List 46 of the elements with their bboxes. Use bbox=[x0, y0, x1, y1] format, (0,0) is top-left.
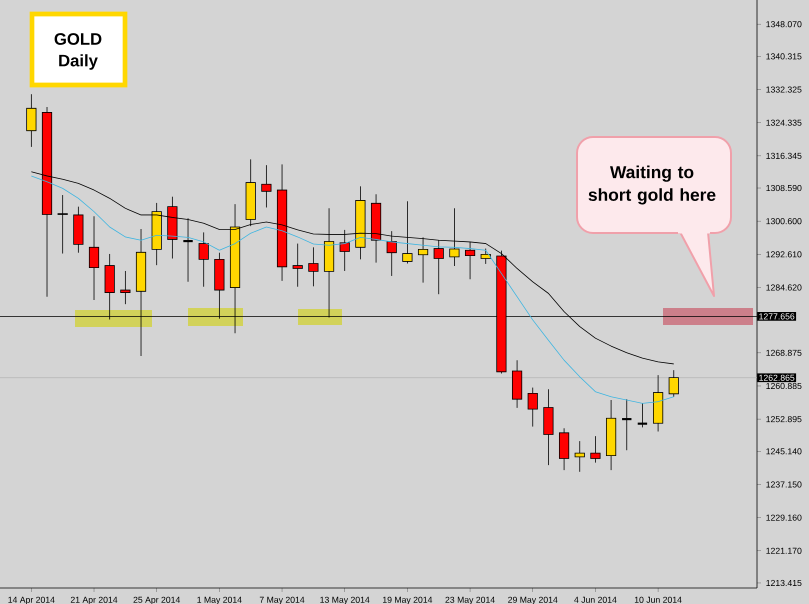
candlestick bbox=[574, 440, 585, 472]
ref-line-label: 1277.656 bbox=[759, 313, 794, 320]
text: Daily bbox=[59, 54, 98, 70]
y-tick-label: 1213.415 bbox=[766, 580, 802, 586]
candlestick bbox=[434, 240, 444, 295]
candlestick bbox=[449, 208, 460, 266]
y-tick-label: 1252.895 bbox=[766, 416, 802, 422]
candlestick bbox=[88, 216, 100, 300]
y-tick-label: 1332.325 bbox=[766, 86, 802, 93]
candlestick bbox=[340, 229, 350, 272]
candlestick bbox=[386, 230, 397, 276]
y-tick-label: 1292.610 bbox=[766, 251, 802, 258]
x-tick-label: 10 Jun 2014 bbox=[634, 596, 682, 603]
candlestick bbox=[198, 232, 209, 288]
candlestick bbox=[308, 246, 318, 287]
y-tick-label: 1316.345 bbox=[766, 152, 802, 159]
y-tick-label: 1348.070 bbox=[766, 21, 802, 28]
candlestick bbox=[292, 243, 303, 288]
y-tick-label: 1221.170 bbox=[766, 548, 802, 554]
candlestick bbox=[590, 436, 601, 464]
candlestick bbox=[58, 194, 68, 254]
ref-line-label: 1262.865 bbox=[759, 374, 794, 381]
candlestick bbox=[464, 242, 476, 280]
y-tick-label: 1245.140 bbox=[766, 448, 802, 454]
candlestick bbox=[261, 164, 272, 208]
y-tick-label: 1260.885 bbox=[766, 382, 802, 390]
candlestick bbox=[636, 402, 648, 428]
y-tick-label: 1237.150 bbox=[766, 481, 802, 488]
y-tick-label: 1340.315 bbox=[766, 53, 802, 60]
candlestick bbox=[668, 370, 679, 398]
candlestick bbox=[418, 236, 428, 283]
candlestick bbox=[480, 248, 491, 264]
candlestick bbox=[26, 94, 36, 148]
candlestick bbox=[402, 200, 412, 264]
candlestick bbox=[528, 387, 538, 427]
y-tick-label: 1300.600 bbox=[766, 218, 802, 224]
annotation: Waiting to short gold here bbox=[588, 166, 716, 204]
y-tick-label: 1284.620 bbox=[766, 284, 802, 291]
x-tick-label: 4 Jun 2014 bbox=[574, 596, 617, 603]
candlestick bbox=[120, 270, 130, 305]
y-tick-label: 1229.160 bbox=[766, 514, 802, 521]
y-tick-label: 1308.590 bbox=[766, 184, 802, 192]
text: GOLD bbox=[54, 33, 102, 45]
candlestick bbox=[182, 218, 194, 282]
y-tick-label: 1268.875 bbox=[766, 350, 802, 356]
y-tick-label: 1324.335 bbox=[766, 120, 802, 126]
